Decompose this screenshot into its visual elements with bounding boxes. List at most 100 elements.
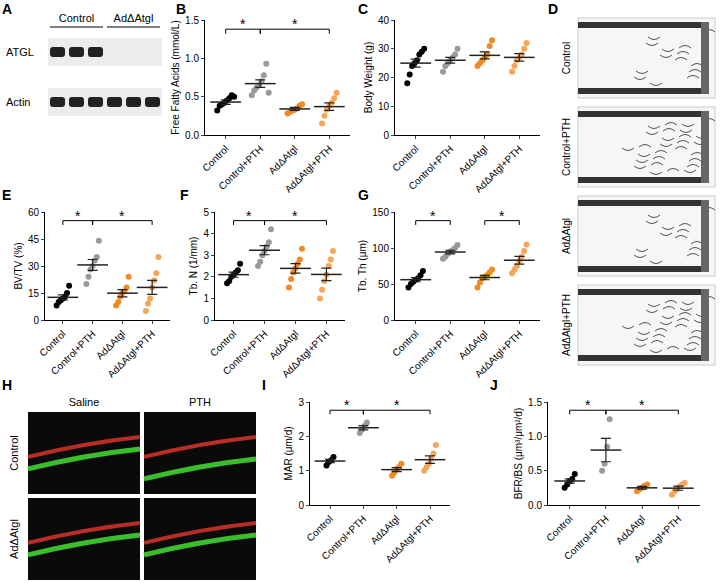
svg-text:AdΔAtgl: AdΔAtgl	[267, 328, 300, 361]
svg-text:*: *	[246, 208, 252, 224]
svg-text:Control: Control	[8, 435, 20, 470]
svg-text:AdΔAtgl+PTH: AdΔAtgl+PTH	[283, 143, 335, 195]
svg-text:J: J	[490, 377, 498, 393]
svg-text:100: 100	[372, 243, 389, 254]
svg-text:C: C	[358, 1, 368, 17]
svg-text:10: 10	[378, 101, 390, 112]
svg-text:*: *	[75, 208, 81, 224]
svg-text:Control+PTH: Control+PTH	[406, 143, 455, 192]
svg-text:AdΔAtgl: AdΔAtgl	[266, 143, 299, 176]
svg-text:AdΔAtgl: AdΔAtgl	[114, 12, 154, 24]
svg-text:Control: Control	[304, 513, 335, 544]
svg-text:AdΔAtgl: AdΔAtgl	[614, 513, 647, 546]
svg-text:Saline: Saline	[69, 396, 100, 408]
svg-text:AdΔAtgl: AdΔAtgl	[8, 519, 20, 559]
svg-text:0: 0	[383, 130, 389, 141]
svg-text:D: D	[548, 1, 558, 17]
svg-text:MAR (μm/d): MAR (μm/d)	[283, 426, 294, 480]
svg-text:0.0: 0.0	[185, 130, 199, 141]
svg-text:Control: Control	[59, 12, 94, 24]
svg-text:AdΔAtgl+PTH: AdΔAtgl+PTH	[473, 328, 525, 380]
svg-text:*: *	[344, 397, 350, 413]
svg-text:Control: Control	[390, 328, 421, 359]
svg-text:45: 45	[28, 234, 40, 245]
svg-text:PTH: PTH	[189, 396, 211, 408]
svg-text:1.5: 1.5	[528, 397, 542, 408]
svg-text:30: 30	[378, 43, 390, 54]
svg-text:2: 2	[203, 271, 209, 282]
svg-text:BV/TV (%): BV/TV (%)	[13, 242, 24, 289]
svg-text:15: 15	[28, 288, 40, 299]
svg-text:150: 150	[372, 207, 389, 218]
svg-text:A: A	[2, 1, 12, 17]
svg-text:AdΔAtgl+PTH: AdΔAtgl+PTH	[280, 328, 332, 380]
svg-text:2: 2	[298, 431, 304, 442]
svg-text:Control: Control	[561, 42, 572, 74]
svg-text:1.0: 1.0	[528, 431, 542, 442]
svg-text:AdΔAtgl+PTH: AdΔAtgl+PTH	[105, 328, 157, 380]
svg-text:40: 40	[378, 15, 390, 26]
svg-text:Control+PTH: Control+PTH	[561, 118, 572, 176]
svg-text:Control: Control	[208, 328, 239, 359]
svg-text:*: *	[394, 397, 400, 413]
svg-text:50: 50	[378, 279, 390, 290]
svg-text:F: F	[180, 187, 189, 203]
svg-text:E: E	[2, 187, 11, 203]
svg-text:*: *	[292, 208, 298, 224]
svg-text:Control+PTH: Control+PTH	[216, 143, 265, 192]
svg-text:Tb. N (1/mm): Tb. N (1/mm)	[188, 237, 199, 296]
svg-text:1: 1	[298, 465, 304, 476]
svg-text:*: *	[119, 208, 125, 224]
svg-text:AdΔAtgl: AdΔAtgl	[456, 143, 489, 176]
svg-text:Control: Control	[544, 513, 575, 544]
svg-text:Body Weight (g): Body Weight (g)	[363, 42, 374, 114]
svg-text:0: 0	[33, 315, 39, 326]
svg-text:*: *	[292, 16, 298, 32]
svg-text:Control+PTH: Control+PTH	[49, 328, 98, 377]
svg-text:I: I	[262, 377, 266, 393]
svg-text:Control+PTH: Control+PTH	[406, 328, 455, 377]
svg-text:0.5: 0.5	[528, 465, 542, 476]
svg-text:*: *	[499, 208, 505, 224]
svg-text:30: 30	[28, 261, 40, 272]
svg-text:G: G	[358, 187, 369, 203]
svg-text:0: 0	[298, 500, 304, 511]
svg-text:0.5: 0.5	[185, 91, 199, 102]
svg-text:1.5: 1.5	[185, 15, 199, 26]
svg-text:Control: Control	[390, 143, 421, 174]
svg-text:AdΔAtgl+PTH: AdΔAtgl+PTH	[473, 143, 525, 195]
svg-text:AdΔAtgl: AdΔAtgl	[368, 513, 401, 546]
svg-text:0: 0	[203, 315, 209, 326]
svg-text:Actin: Actin	[6, 96, 30, 108]
svg-text:*: *	[240, 16, 246, 32]
svg-text:BFR/BS (μm³/μm²/d): BFR/BS (μm³/μm²/d)	[513, 408, 524, 500]
svg-text:AdΔAtgl+PTH: AdΔAtgl+PTH	[632, 513, 684, 565]
svg-text:AdΔAtgl: AdΔAtgl	[456, 328, 489, 361]
svg-text:H: H	[2, 377, 12, 393]
svg-text:*: *	[639, 397, 645, 413]
svg-text:Free Fatty Acids (mmol/L): Free Fatty Acids (mmol/L)	[170, 20, 181, 134]
svg-text:20: 20	[378, 72, 390, 83]
svg-text:*: *	[585, 397, 591, 413]
svg-text:1: 1	[203, 293, 209, 304]
svg-text:5: 5	[203, 207, 209, 218]
svg-text:Tb. Th (μm): Tb. Th (μm)	[357, 240, 368, 292]
svg-text:B: B	[176, 1, 186, 17]
svg-text:4: 4	[203, 228, 209, 239]
svg-text:Control: Control	[37, 328, 68, 359]
svg-text:Control+PTH: Control+PTH	[319, 513, 368, 562]
svg-text:AdΔAtgl: AdΔAtgl	[561, 218, 572, 254]
svg-text:Control+PTH: Control+PTH	[221, 328, 270, 377]
svg-text:1.0: 1.0	[185, 53, 199, 64]
svg-text:3: 3	[203, 250, 209, 261]
svg-text:ATGL: ATGL	[6, 46, 34, 58]
svg-text:AdΔAtgl: AdΔAtgl	[94, 328, 127, 361]
svg-text:3: 3	[298, 397, 304, 408]
svg-text:AdΔAtgl+PTH: AdΔAtgl+PTH	[383, 513, 435, 565]
svg-text:Control: Control	[200, 143, 231, 174]
svg-text:Control+PTH: Control+PTH	[562, 513, 611, 562]
svg-text:0.0: 0.0	[528, 500, 542, 511]
svg-text:*: *	[430, 208, 436, 224]
svg-text:AdΔAtgl+PTH: AdΔAtgl+PTH	[561, 294, 572, 356]
svg-text:0: 0	[383, 315, 389, 326]
